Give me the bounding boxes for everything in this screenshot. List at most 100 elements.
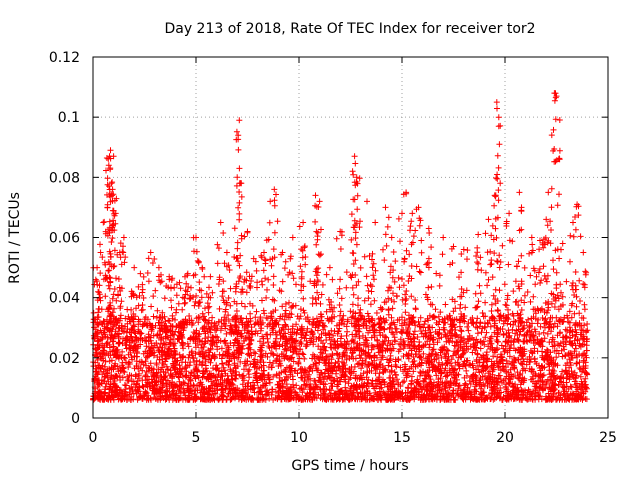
data-point bbox=[390, 249, 397, 255]
data-point bbox=[524, 289, 531, 295]
data-point bbox=[474, 330, 481, 337]
data-point bbox=[214, 334, 221, 341]
data-point bbox=[345, 380, 352, 387]
data-point bbox=[384, 223, 391, 230]
data-point bbox=[201, 273, 208, 280]
data-point bbox=[435, 313, 442, 320]
x-axis-label: GPS time / hours bbox=[291, 458, 408, 474]
data-point bbox=[344, 328, 351, 335]
data-point bbox=[151, 256, 158, 262]
data-point bbox=[525, 316, 532, 323]
data-point bbox=[105, 267, 112, 274]
data-point bbox=[337, 246, 344, 252]
data-point bbox=[220, 288, 227, 295]
data-point bbox=[220, 230, 227, 236]
data-point bbox=[473, 336, 480, 343]
data-point bbox=[115, 276, 122, 282]
data-point bbox=[313, 300, 320, 307]
data-point bbox=[336, 302, 343, 308]
data-point bbox=[150, 293, 157, 300]
data-point bbox=[107, 166, 114, 173]
data-point bbox=[262, 275, 269, 282]
data-point bbox=[300, 351, 307, 358]
data-point bbox=[402, 297, 409, 304]
data-point bbox=[353, 241, 360, 248]
data-point bbox=[385, 311, 392, 318]
data-point bbox=[282, 307, 289, 314]
data-point bbox=[192, 350, 199, 357]
data-point bbox=[270, 273, 277, 280]
data-point bbox=[337, 276, 344, 283]
data-point bbox=[122, 342, 129, 349]
data-point bbox=[282, 258, 289, 265]
data-point bbox=[90, 309, 97, 316]
data-point bbox=[198, 287, 205, 294]
data-point bbox=[270, 246, 277, 253]
data-point bbox=[181, 300, 188, 307]
data-point bbox=[371, 297, 378, 304]
data-point bbox=[451, 396, 458, 403]
data-point bbox=[395, 274, 402, 281]
data-point bbox=[403, 295, 410, 302]
data-point bbox=[175, 300, 182, 307]
data-point bbox=[259, 281, 266, 288]
data-point bbox=[559, 368, 566, 375]
data-point bbox=[226, 267, 233, 273]
data-point bbox=[236, 165, 243, 172]
data-point bbox=[469, 349, 476, 356]
data-point bbox=[223, 330, 230, 337]
data-point bbox=[258, 347, 265, 354]
data-point bbox=[364, 282, 371, 289]
data-point bbox=[118, 298, 125, 305]
data-point bbox=[567, 258, 573, 265]
data-point bbox=[104, 175, 111, 182]
data-point bbox=[511, 318, 517, 325]
data-point bbox=[329, 276, 336, 283]
data-point bbox=[296, 223, 303, 230]
data-point bbox=[355, 295, 362, 302]
data-point bbox=[542, 315, 549, 322]
data-point bbox=[465, 327, 472, 334]
data-point bbox=[339, 316, 346, 323]
data-point bbox=[369, 283, 375, 290]
data-point bbox=[285, 271, 292, 278]
data-point bbox=[550, 266, 557, 273]
data-point bbox=[182, 299, 189, 306]
data-point bbox=[262, 257, 269, 264]
data-point bbox=[323, 271, 330, 278]
data-point bbox=[230, 382, 237, 388]
data-point bbox=[354, 192, 361, 199]
data-point bbox=[512, 278, 519, 285]
data-point bbox=[102, 293, 109, 300]
data-point bbox=[343, 269, 350, 276]
data-point bbox=[473, 319, 480, 326]
data-point bbox=[143, 343, 150, 350]
data-point bbox=[368, 288, 375, 295]
data-point bbox=[105, 162, 112, 169]
data-point bbox=[139, 306, 146, 313]
data-point bbox=[385, 214, 392, 221]
data-point bbox=[309, 300, 316, 307]
data-point bbox=[313, 272, 320, 279]
data-point bbox=[583, 328, 590, 335]
data-point bbox=[395, 215, 402, 222]
data-point bbox=[173, 292, 180, 299]
data-point bbox=[270, 282, 277, 288]
data-point bbox=[417, 372, 423, 379]
data-point bbox=[196, 279, 203, 286]
data-point bbox=[235, 204, 242, 211]
data-point bbox=[246, 374, 253, 381]
data-point bbox=[397, 238, 403, 245]
data-point bbox=[337, 308, 344, 315]
data-point bbox=[350, 250, 357, 257]
data-point bbox=[367, 281, 374, 288]
data-point bbox=[330, 332, 337, 339]
data-point bbox=[540, 372, 547, 378]
data-point bbox=[209, 314, 216, 321]
data-point bbox=[383, 242, 390, 249]
data-point bbox=[342, 384, 349, 391]
data-point bbox=[319, 281, 326, 288]
data-point bbox=[279, 278, 286, 285]
data-point bbox=[355, 278, 362, 285]
data-point bbox=[96, 305, 103, 312]
